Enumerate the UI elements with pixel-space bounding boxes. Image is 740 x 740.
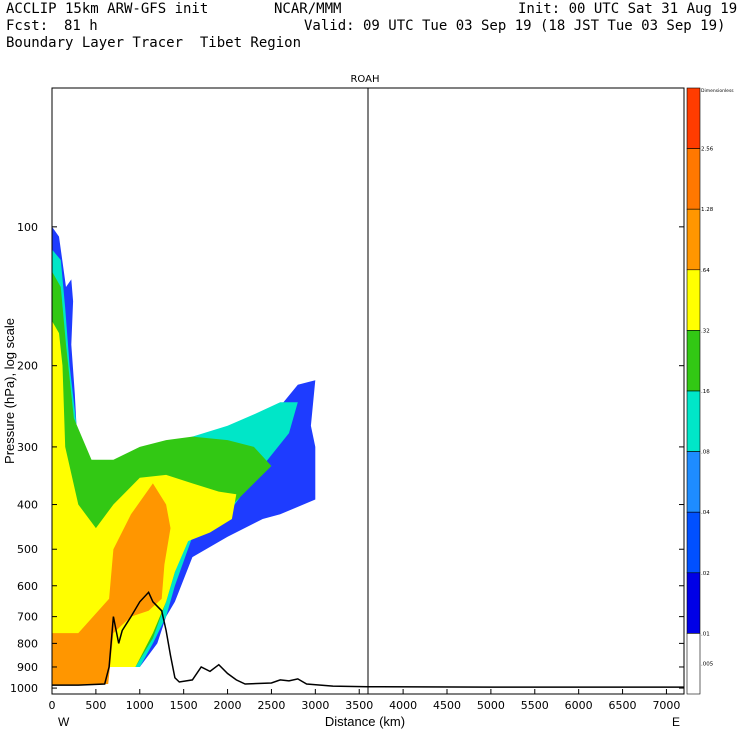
colorbar-swatch — [686, 148, 701, 210]
x-tick-label: 6000 — [565, 699, 593, 712]
colorbar-swatch — [686, 208, 701, 271]
west-label: W — [58, 715, 70, 729]
y-tick-label: 200 — [17, 360, 38, 373]
y-tick-label: 500 — [17, 543, 38, 556]
x-tick-label: 1500 — [170, 699, 198, 712]
x-axis-label: Distance (km) — [325, 714, 405, 729]
y-tick-label: 300 — [17, 441, 38, 454]
y-tick-label: 400 — [17, 499, 38, 512]
colorbar-swatch — [686, 451, 701, 513]
y-axis-label: Pressure (hPa), log scale — [2, 318, 17, 464]
terrain-profile — [52, 590, 684, 688]
colorbar-level-label: .02 — [701, 571, 710, 577]
terrain-group — [52, 590, 684, 688]
colorbar-level-label: .04 — [701, 510, 710, 516]
east-label: E — [672, 715, 680, 729]
colorbar-level-label: .64 — [701, 268, 710, 274]
x-tick-label: 0 — [49, 699, 56, 712]
colorbar-swatch — [686, 390, 701, 452]
colorbar-level-label: 1.28 — [701, 207, 714, 213]
y-ticks: 100 200 300 400 500 600 700 800 900 1000 — [10, 221, 684, 695]
x-tick-label: 500 — [85, 699, 106, 712]
y-tick-label: 100 — [17, 221, 38, 234]
init-time: Init: 00 UTC Sat 31 Aug 19 — [518, 1, 738, 17]
colorbar-level-label: .16 — [701, 389, 710, 395]
tracer-field-yellow — [52, 321, 237, 667]
y-tick-label: 700 — [17, 611, 38, 624]
colorbar-level-label: .01 — [701, 631, 710, 637]
colorbar-swatch — [686, 87, 701, 149]
fcst-label: Fcst: — [6, 18, 49, 34]
chart-title: ROAH — [350, 74, 379, 85]
x-tick-label: 3000 — [301, 699, 329, 712]
x-tick-label: 6500 — [609, 699, 637, 712]
fcst-value: 81 h — [64, 18, 98, 34]
colorbar-level-label: .32 — [701, 328, 710, 334]
colorbar-level-label: 2.56 — [701, 147, 714, 153]
colorbar-swatch — [686, 269, 701, 331]
colorbar-swatch — [686, 330, 701, 392]
x-tick-label: 5000 — [477, 699, 505, 712]
colorbar: Dimensionless 2.56 1.28 .64 .32 .16 .08 .04 .02.… — [686, 87, 734, 695]
y-tick-label: 900 — [17, 661, 38, 674]
valid-time: Valid: 09 UTC Tue 03 Sep 19 (18 JST Tue … — [304, 18, 726, 34]
org-label: NCAR/MMM — [274, 1, 342, 17]
colorbar-swatch — [686, 572, 701, 634]
tracer-fields — [52, 226, 316, 686]
x-tick-label: 1000 — [126, 699, 154, 712]
x-tick-label: 5500 — [521, 699, 549, 712]
colorbar-swatch — [686, 511, 701, 574]
x-ticks: 0 500 1000 1500 2000 2500 3000 3500 4000 4500 5000… — [49, 689, 680, 712]
y-tick-label: 800 — [17, 637, 38, 650]
x-tick-label: 2500 — [257, 699, 285, 712]
tracer-field-orange — [52, 483, 171, 686]
colorbar-level-label: Dimensionless — [701, 88, 734, 94]
x-tick-label: 4500 — [433, 699, 461, 712]
colorbar-level-label: .005 — [701, 662, 714, 668]
x-tick-label: 7000 — [652, 699, 680, 712]
colorbar-level-label: .08 — [701, 450, 710, 456]
y-tick-label: 1000 — [10, 682, 38, 695]
x-tick-label: 4000 — [389, 699, 417, 712]
model-title: ACCLIP 15km ARW-GFS init — [6, 1, 209, 17]
product-title: Boundary Layer Tracer Tibet Region — [6, 35, 302, 51]
x-tick-label: 2000 — [214, 699, 242, 712]
colorbar-swatch — [686, 633, 701, 695]
x-tick-label: 3500 — [345, 699, 373, 712]
y-tick-label: 600 — [17, 580, 38, 593]
